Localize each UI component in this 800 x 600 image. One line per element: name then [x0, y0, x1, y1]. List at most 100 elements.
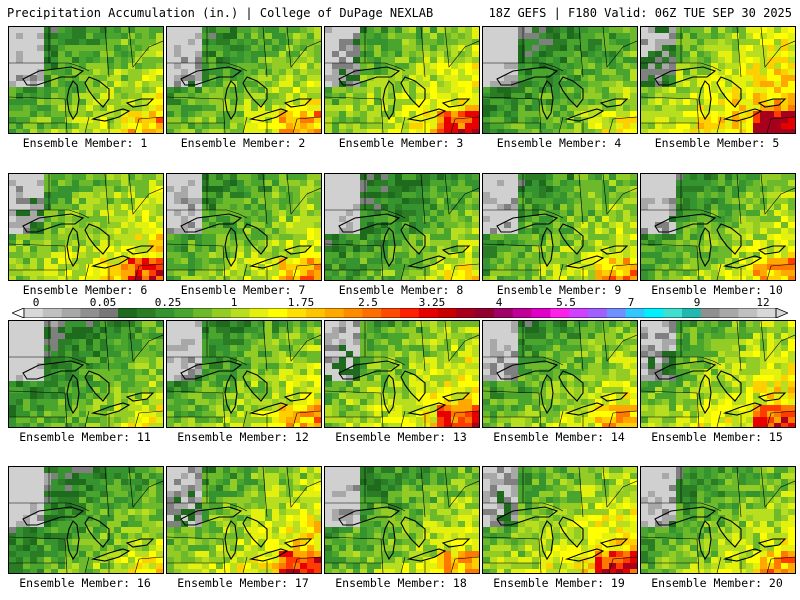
lake-outline	[654, 506, 717, 526]
colorbar-segment	[738, 308, 758, 318]
precip-field	[167, 174, 321, 280]
precip-field	[483, 27, 637, 133]
lake-outline	[382, 80, 396, 121]
ensemble-member-map	[166, 466, 322, 574]
lake-outline	[224, 520, 238, 561]
lake-outline	[84, 370, 110, 402]
colorbar-segment	[381, 308, 401, 318]
lake-outline	[242, 76, 268, 108]
lake-outline	[698, 374, 712, 415]
lake-outline	[599, 245, 629, 255]
precip-field	[9, 174, 163, 280]
lake-outline	[22, 213, 85, 233]
colorbar-segment	[569, 308, 589, 318]
ensemble-member-map	[8, 26, 164, 134]
lake-outline	[441, 538, 471, 548]
lake-outline	[496, 506, 559, 526]
lake-outline	[248, 255, 289, 269]
ensemble-member-label: Ensemble Member: 8	[338, 283, 464, 297]
ensemble-member-label: Ensemble Member: 14	[493, 430, 625, 444]
precip-field	[325, 174, 479, 280]
lake-outline	[698, 227, 712, 268]
colorbar-tick-label: 1.75	[287, 296, 315, 309]
precip-field	[641, 27, 795, 133]
ensemble-member-label: Ensemble Member: 11	[19, 430, 151, 444]
colorbar-tick-label: 5.5	[556, 296, 576, 309]
ensemble-member-label: Ensemble Member: 2	[180, 136, 306, 150]
lake-outline	[540, 374, 554, 415]
colorbar-segment	[362, 308, 382, 318]
lake-outline	[599, 538, 629, 548]
lake-outline	[698, 520, 712, 561]
lake-outline	[441, 98, 471, 108]
precip-field	[325, 321, 479, 427]
ensemble-member-label: Ensemble Member: 16	[19, 576, 151, 590]
colorbar-segment	[663, 308, 683, 318]
lake-outline	[66, 80, 80, 121]
lake-outline	[242, 223, 268, 255]
model-run-info: 18Z GEFS | F180 Valid: 06Z TUE SEP 30 20…	[488, 6, 792, 20]
lake-outline	[496, 360, 559, 380]
ensemble-member-label: Ensemble Member: 7	[180, 283, 306, 297]
colorbar-segment	[588, 308, 608, 318]
lake-outline	[125, 245, 155, 255]
ensemble-member-map	[8, 320, 164, 428]
ensemble-member-map	[324, 26, 480, 134]
lake-outline	[84, 76, 110, 108]
lake-outline	[654, 360, 717, 380]
lake-outline	[441, 392, 471, 402]
colorbar-segment	[99, 308, 119, 318]
lake-outline	[558, 76, 584, 108]
lake-outline	[248, 548, 289, 562]
colorbar-segment	[306, 308, 326, 318]
lake-outline	[90, 255, 131, 269]
colorbar-segment	[719, 308, 739, 318]
lake-outline	[564, 548, 605, 562]
lake-outline	[441, 245, 471, 255]
lake-outline	[84, 223, 110, 255]
lake-outline	[66, 374, 80, 415]
lake-outline	[248, 108, 289, 122]
lake-outline	[540, 227, 554, 268]
colorbar-segment	[61, 308, 81, 318]
lake-outline	[283, 538, 313, 548]
precip-field	[483, 174, 637, 280]
lake-outline	[180, 506, 243, 526]
colorbar-segment	[343, 308, 363, 318]
lake-outline	[22, 506, 85, 526]
colorbar-tick-label: 4	[495, 296, 503, 309]
lake-outline	[283, 98, 313, 108]
lake-outline	[382, 227, 396, 268]
lake-outline	[242, 370, 268, 402]
lake-outline	[224, 80, 238, 121]
colorbar-segment	[531, 308, 551, 318]
colorbar-min-arrow	[12, 308, 25, 318]
lake-outline	[654, 66, 717, 86]
lake-outline	[180, 360, 243, 380]
ensemble-member-label: Ensemble Member: 18	[335, 576, 467, 590]
precip-field	[483, 467, 637, 573]
ensemble-member-label: Ensemble Member: 15	[651, 430, 783, 444]
ensemble-member-label: Ensemble Member: 3	[338, 136, 464, 150]
colorbar-segment	[456, 308, 476, 318]
lake-outline	[716, 223, 742, 255]
colorbar-tick-label: 0.25	[154, 296, 182, 309]
colorbar-tick-label: 12	[756, 296, 770, 309]
lake-outline	[242, 516, 268, 548]
colorbar-segment	[512, 308, 532, 318]
ensemble-member-map	[166, 26, 322, 134]
ensemble-member-label: Ensemble Member: 13	[335, 430, 467, 444]
colorbar-tick-label: 0	[32, 296, 40, 309]
lake-outline	[558, 223, 584, 255]
lake-outline	[722, 548, 763, 562]
lake-outline	[654, 213, 717, 233]
colorbar-segment	[212, 308, 232, 318]
precip-field	[641, 321, 795, 427]
precip-field	[9, 467, 163, 573]
ensemble-member-map	[640, 466, 796, 574]
lake-outline	[90, 548, 131, 562]
lake-outline	[406, 548, 447, 562]
colorbar-segment	[437, 308, 457, 318]
lake-outline	[496, 213, 559, 233]
lake-outline	[698, 80, 712, 121]
